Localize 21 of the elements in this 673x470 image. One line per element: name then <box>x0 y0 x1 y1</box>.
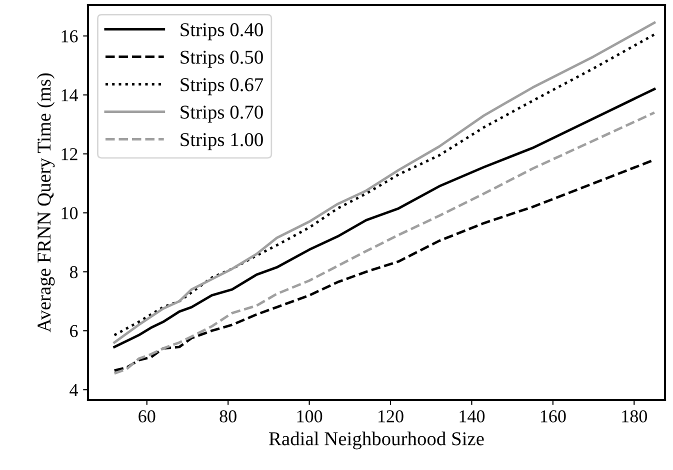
y-tick-label: 8 <box>70 266 78 278</box>
y-axis-title: Average FRNN Query Time (ms) <box>36 73 55 332</box>
x-axis-title: Radial Neighbourhood Size <box>269 432 484 450</box>
x-tick-label: 60 <box>138 410 156 422</box>
y-tick-label: 10 <box>62 207 78 220</box>
y-tick-label: 12 <box>62 148 78 160</box>
legend-label: Strips 0.70 <box>180 106 263 123</box>
y-tick-label: 14 <box>62 89 78 102</box>
x-tick-label: 120 <box>378 410 404 422</box>
legend-label: Strips 0.40 <box>180 23 263 40</box>
y-tick-label: 4 <box>70 384 78 396</box>
x-tick-label: 100 <box>297 410 322 422</box>
x-tick-label: 180 <box>622 410 647 422</box>
x-tick-label: 160 <box>540 410 566 422</box>
legend-label: Strips 0.67 <box>180 78 264 96</box>
x-tick-label: 80 <box>220 410 236 422</box>
legend-label: Strips 1.00 <box>180 133 263 150</box>
legend-label: Strips 0.50 <box>180 50 263 68</box>
y-tick-label: 6 <box>70 325 78 338</box>
x-tick-label: 140 <box>460 410 485 422</box>
y-tick-label: 16 <box>62 30 78 42</box>
